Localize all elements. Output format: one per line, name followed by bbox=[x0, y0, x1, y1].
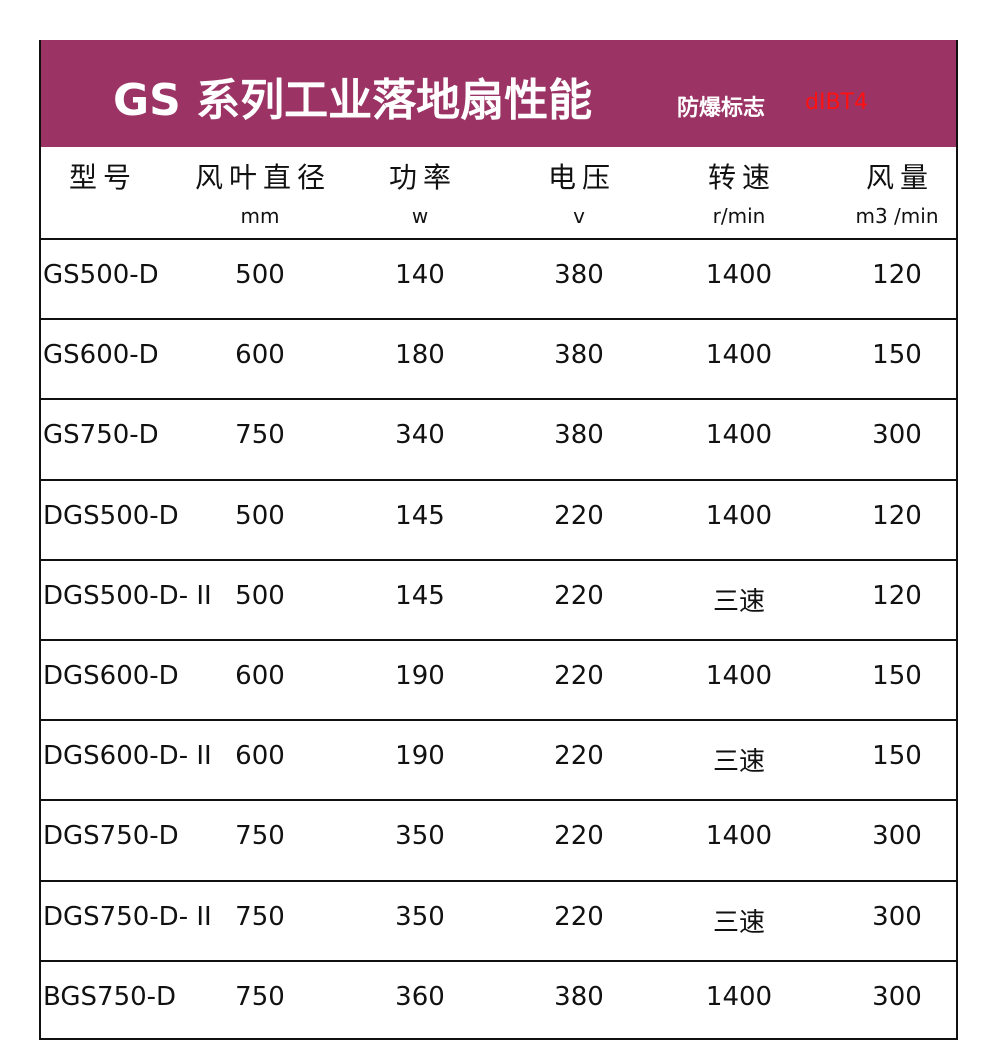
table-cell: 350 bbox=[395, 901, 445, 932]
table-cell: 750 bbox=[235, 821, 285, 852]
table-cell: DGS750-D bbox=[43, 821, 179, 852]
row-rule bbox=[41, 558, 956, 561]
row-rule bbox=[41, 478, 956, 481]
row-rule bbox=[41, 799, 956, 802]
row-rule bbox=[41, 318, 956, 321]
table-cell: GS600-D bbox=[43, 340, 159, 371]
table-cell: 220 bbox=[554, 821, 604, 852]
table-cell: 220 bbox=[554, 901, 604, 932]
table-cell: 220 bbox=[554, 741, 604, 772]
title-band: GS 系列工业落地扇性能 防爆标志 dIBT4 bbox=[41, 40, 956, 147]
table-cell: 500 bbox=[235, 260, 285, 290]
table-cell: 750 bbox=[235, 981, 285, 1012]
column-unit: m3 /min bbox=[855, 204, 939, 228]
table-cell: GS500-D bbox=[43, 260, 159, 290]
table-cell: 500 bbox=[235, 500, 285, 531]
table-cell: 300 bbox=[872, 981, 922, 1012]
table-cell: 145 bbox=[395, 580, 445, 611]
column-name: 功率 bbox=[388, 161, 458, 194]
table-cell: 1400 bbox=[705, 260, 773, 290]
table-cell: 1400 bbox=[705, 340, 773, 371]
table-cell: 150 bbox=[872, 741, 922, 772]
table-cell: 190 bbox=[395, 661, 445, 691]
table-cell: DGS750-D- II bbox=[43, 901, 212, 932]
table-cell: 1400 bbox=[705, 420, 773, 451]
table-cell: 380 bbox=[554, 981, 604, 1012]
mark-code: dIBT4 bbox=[805, 90, 868, 115]
column-name: 风叶直径 bbox=[194, 161, 332, 194]
table-cell: 750 bbox=[235, 901, 285, 932]
column-name: 型号 bbox=[69, 161, 138, 194]
table-cell: 190 bbox=[395, 741, 445, 772]
column-unit: r/min bbox=[712, 204, 766, 228]
table-cell: 380 bbox=[554, 420, 604, 451]
table-cell: 150 bbox=[872, 661, 922, 691]
table-cell: 220 bbox=[554, 580, 604, 611]
table-cell: 1400 bbox=[705, 661, 773, 691]
table-cell: 220 bbox=[554, 661, 604, 691]
table-cell: 300 bbox=[872, 901, 922, 932]
column-unit: mm bbox=[240, 204, 280, 228]
table-cell: 600 bbox=[235, 340, 285, 371]
table-cell: 380 bbox=[554, 260, 604, 290]
table-cell: 150 bbox=[872, 340, 922, 371]
title: GS 系列工业落地扇性能 bbox=[113, 75, 593, 126]
column-unit: v bbox=[573, 204, 585, 228]
table-cell: 120 bbox=[872, 500, 922, 531]
table-cell: BGS750-D bbox=[43, 981, 177, 1012]
table-cell: 220 bbox=[554, 500, 604, 531]
table-cell: 145 bbox=[395, 500, 445, 531]
table-cell: 300 bbox=[872, 420, 922, 451]
row-rule bbox=[41, 639, 956, 641]
table-cell: 750 bbox=[235, 420, 285, 451]
spec-table: GS 系列工业落地扇性能 防爆标志 dIBT4 型号 风叶直径 mm 功率 w 电压 v 转速… bbox=[39, 40, 958, 1040]
table-cell: DGS600-D- II bbox=[43, 741, 212, 772]
table-cell: 1400 bbox=[705, 500, 773, 531]
table-cell: GS750-D bbox=[43, 420, 159, 451]
mark-label: 防爆标志 bbox=[677, 96, 766, 121]
row-rule bbox=[41, 238, 956, 240]
table-cell: 300 bbox=[872, 821, 922, 852]
table-cell: 140 bbox=[395, 260, 445, 290]
table-cell: 340 bbox=[395, 420, 445, 451]
table-cell: DGS500-D- II bbox=[43, 580, 212, 611]
column-name: 电压 bbox=[547, 161, 617, 194]
table-cell: 三速 bbox=[712, 586, 766, 617]
table-cell: 380 bbox=[554, 340, 604, 371]
table-cell: 360 bbox=[395, 981, 445, 1012]
table-cell: 120 bbox=[872, 260, 922, 290]
table-cell: 600 bbox=[235, 741, 285, 772]
table-cell: 三速 bbox=[712, 747, 766, 778]
table-cell: 三速 bbox=[712, 907, 766, 938]
column-name: 转速 bbox=[707, 161, 777, 194]
row-rule bbox=[41, 959, 956, 962]
table-cell: 1400 bbox=[705, 821, 773, 852]
table-cell: 500 bbox=[235, 580, 285, 611]
table-cell: DGS500-D bbox=[43, 500, 179, 531]
row-rule bbox=[41, 879, 956, 882]
column-name: 风量 bbox=[865, 161, 935, 194]
row-rule bbox=[41, 398, 956, 401]
table-cell: 180 bbox=[395, 340, 445, 371]
table-cell: 120 bbox=[872, 580, 922, 611]
table-cell: 600 bbox=[235, 661, 285, 691]
table-cell: DGS600-D bbox=[43, 661, 179, 691]
table-cell: 1400 bbox=[705, 981, 773, 1012]
row-rule bbox=[41, 719, 956, 722]
column-unit: w bbox=[411, 204, 429, 228]
table-cell: 350 bbox=[395, 821, 445, 852]
